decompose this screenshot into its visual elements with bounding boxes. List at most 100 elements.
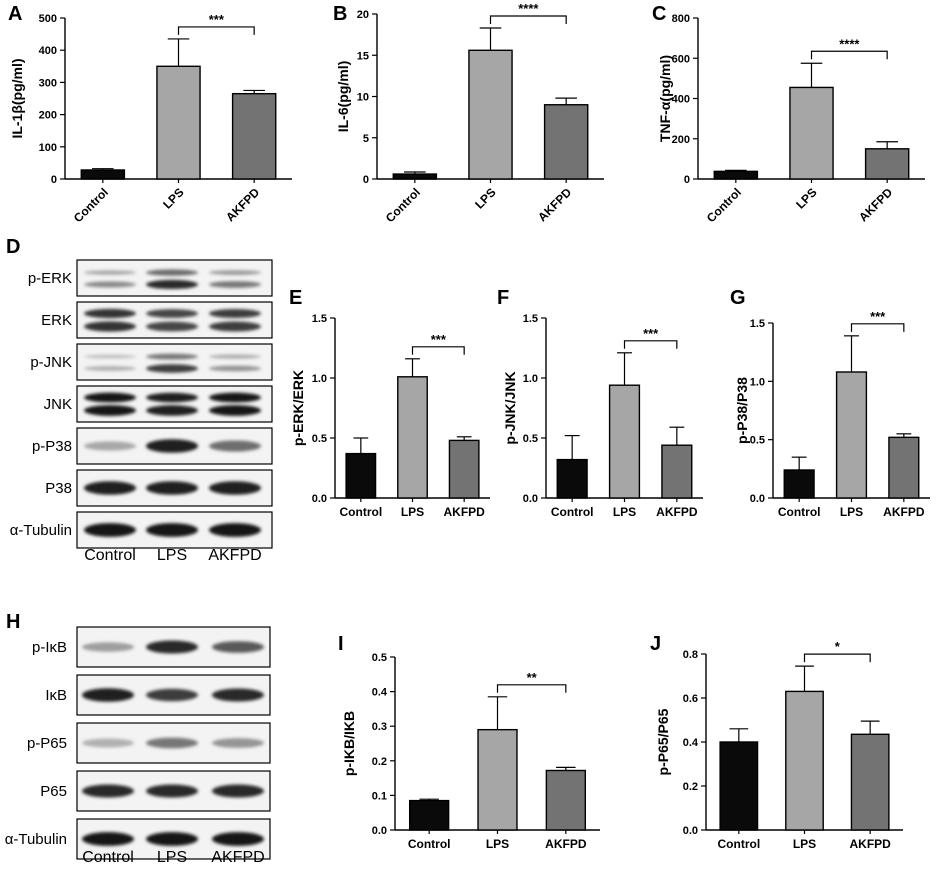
x-tick-label: LPS <box>486 837 509 851</box>
significance-bracket <box>850 323 905 332</box>
significance-bracket <box>803 653 871 663</box>
panel-letter-f: F <box>497 287 509 309</box>
blot-band <box>146 737 198 749</box>
y-tick-label: 1.0 <box>523 373 538 385</box>
y-tick-label: 10 <box>357 92 369 104</box>
blot-band <box>146 688 198 702</box>
blot-band <box>146 392 198 403</box>
y-tick-label: 0.0 <box>683 825 698 837</box>
blot-lane-label: LPS <box>157 849 187 866</box>
blot-row-label: α-Tubulin <box>10 522 72 539</box>
blot-row-label: p-JNK <box>30 354 72 371</box>
bar-control <box>345 452 377 499</box>
blot-band <box>146 784 198 798</box>
y-tick-label: 0.0 <box>312 493 327 505</box>
panel-letter-d: D <box>6 236 20 258</box>
blot-lane-label: AKFPD <box>208 547 261 564</box>
bar-lps <box>477 728 518 831</box>
blot-strip <box>76 259 273 297</box>
bar-akfpd <box>448 439 480 499</box>
x-tick-label: AKFPD <box>443 505 485 519</box>
x-tick-label: AKFPD <box>535 185 574 224</box>
blot-row-label: p-P38 <box>32 438 72 455</box>
y-axis-title: p-P65/P65 <box>655 708 671 775</box>
blot-band <box>146 269 198 276</box>
bar-lps <box>789 86 834 180</box>
x-tick-label: LPS <box>401 505 424 519</box>
y-tick-label: 400 <box>39 45 57 57</box>
significance-bracket <box>623 340 678 349</box>
y-tick-label: 100 <box>39 142 57 154</box>
significance-bracket <box>496 684 567 693</box>
y-tick-label: 0 <box>684 174 690 186</box>
y-tick-label: 5 <box>363 133 369 145</box>
blot-band <box>146 364 198 373</box>
chart-f: F 0.0 0.5 1.0 1.5 p-JNK/JNK Control LPS AKFPD *** <box>497 287 703 519</box>
y-tick-label: 0.0 <box>750 493 765 505</box>
panel-letter-j: J <box>650 633 661 655</box>
x-tick-label: AKFPD <box>223 185 262 224</box>
y-tick-label: 1.5 <box>523 313 538 325</box>
bar-lps <box>468 49 513 180</box>
y-tick-label: 0 <box>363 174 369 186</box>
blot-band <box>146 481 198 495</box>
significance-bracket <box>177 26 255 35</box>
significance-label: *** <box>870 309 886 324</box>
y-tick-label: 1.0 <box>750 376 765 388</box>
x-tick-label: AKFPD <box>656 505 698 519</box>
blot-band <box>209 405 261 416</box>
blot-row: P38 <box>45 469 273 507</box>
bar-akfpd <box>850 733 890 831</box>
bar-control <box>783 469 815 499</box>
blot-band <box>209 354 261 359</box>
y-tick-label: 0.4 <box>372 687 388 699</box>
blot-row-label: JNK <box>44 396 72 413</box>
y-tick-label: 600 <box>672 53 690 65</box>
x-tick-label: Control <box>383 185 423 225</box>
blot-band <box>209 309 261 319</box>
y-tick-label: 0.6 <box>683 693 698 705</box>
y-tick-label: 500 <box>39 13 57 25</box>
bar-akfpd <box>888 436 920 499</box>
y-axis-title: p-ERK/ERK <box>290 370 306 446</box>
blot-band <box>84 441 136 451</box>
y-tick-label: 0.3 <box>372 721 387 733</box>
y-tick-label: 20 <box>357 9 369 21</box>
blot-row-label: P38 <box>45 480 72 497</box>
y-tick-label: 0.1 <box>372 790 387 802</box>
blot-band <box>82 784 134 798</box>
blot-row: p-P38 <box>32 427 273 465</box>
blot-band <box>146 309 198 318</box>
y-tick-label: 800 <box>672 13 690 25</box>
chart-b: B 0 5 10 15 20 IL-6(pg/ml) Control LPS AKFPD **** <box>333 1 604 225</box>
blot-band <box>209 392 261 403</box>
y-tick-label: 1.5 <box>312 313 327 325</box>
y-tick-label: 200 <box>672 134 690 146</box>
panel-letter-e: E <box>289 287 302 309</box>
x-tick-label: AKFPD <box>545 837 587 851</box>
y-tick-label: 0.4 <box>683 737 699 749</box>
significance-bracket <box>810 50 888 60</box>
blot-strip <box>76 385 273 423</box>
significance-bracket <box>489 15 567 25</box>
y-tick-label: 1.0 <box>312 373 327 385</box>
significance-label: *** <box>431 332 447 347</box>
blot-band <box>146 640 198 654</box>
blot-lane-label: LPS <box>157 547 187 564</box>
x-tick-label: Control <box>71 185 111 225</box>
blot-row: α-Tubulin <box>10 511 273 549</box>
bar-akfpd <box>661 444 693 499</box>
blot-band <box>146 405 198 416</box>
y-tick-label: 1.5 <box>750 318 765 330</box>
x-tick-label: Control <box>718 837 761 851</box>
y-axis-title: p-IKB/IKB <box>341 711 357 776</box>
y-tick-label: 0.0 <box>523 493 538 505</box>
blot-band <box>82 832 134 846</box>
x-tick-label: Control <box>408 837 451 851</box>
blot-lane-label: Control <box>82 849 134 866</box>
blot-band <box>209 481 261 495</box>
bar-control <box>392 173 438 180</box>
y-tick-label: 0.8 <box>683 649 698 661</box>
blot-row: JNK <box>44 385 273 423</box>
